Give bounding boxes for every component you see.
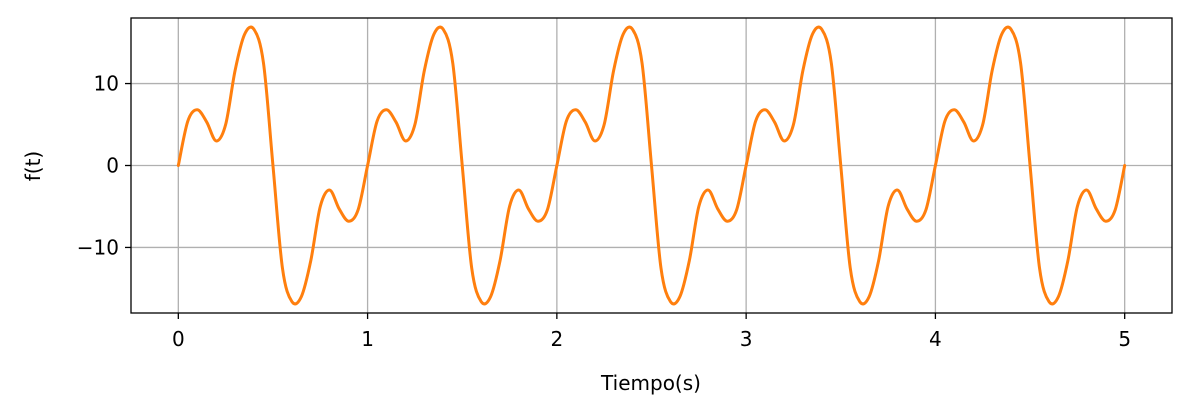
x-axis-label: Tiempo(s) — [600, 371, 701, 395]
series-layer — [176, 25, 1127, 306]
y-axis-label: f(t) — [21, 151, 45, 182]
x-tick-label: 2 — [550, 327, 563, 351]
x-tick-label: 0 — [172, 327, 185, 351]
x-axis: 0 1 2 3 4 5 — [172, 313, 1131, 351]
series-line-0 — [176, 25, 1127, 306]
x-tick-label: 4 — [929, 327, 942, 351]
y-tick-label: 0 — [106, 154, 119, 178]
x-tick-label: 3 — [740, 327, 753, 351]
y-tick-label: 10 — [94, 72, 119, 96]
y-axis: −10 0 10 — [77, 72, 131, 259]
x-tick-label: 5 — [1118, 327, 1131, 351]
y-tick-label: −10 — [77, 235, 119, 259]
x-tick-label: 1 — [361, 327, 374, 351]
